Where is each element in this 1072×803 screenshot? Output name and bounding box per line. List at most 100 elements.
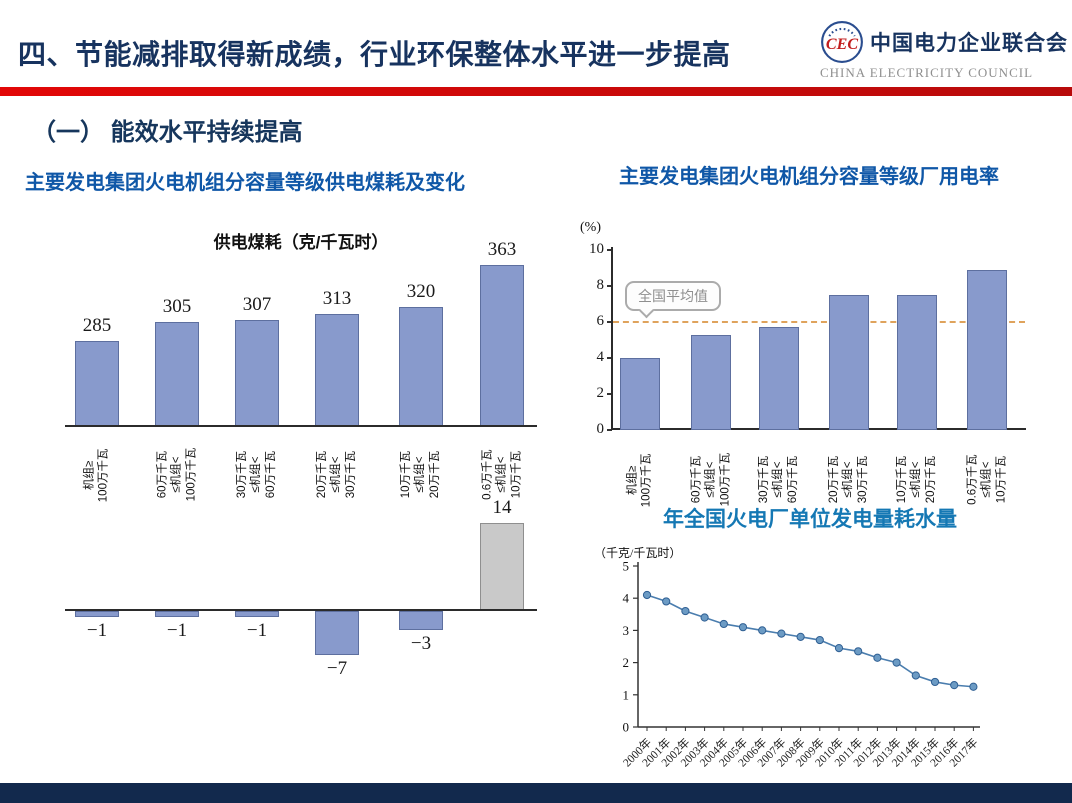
coal-bar-value-label: 320	[406, 281, 436, 302]
change-bar-value-label: −1	[86, 620, 108, 641]
national-average-label: 全国平均值	[638, 288, 708, 304]
coal-chart-inner-title: 供电煤耗（克/千瓦时）	[213, 233, 389, 252]
coal-bar-value-label: 313	[322, 288, 352, 309]
change-bar	[399, 611, 443, 630]
rate-y-tick-label: 4	[596, 349, 605, 365]
rate-bar	[620, 358, 660, 430]
rate-x-axis	[611, 428, 1026, 430]
org-name-cn: 中国电力企业联合会	[870, 32, 1068, 55]
coal-panel-title: 主要发电集团火电机组分容量等级供电煤耗及变化	[25, 172, 465, 194]
water-data-point	[892, 658, 901, 667]
change-bar	[480, 523, 524, 611]
water-data-point	[815, 635, 824, 645]
change-bar-value-label: −3	[410, 633, 432, 654]
water-data-point	[662, 597, 671, 606]
water-data-point	[738, 623, 748, 632]
change-bar	[235, 611, 279, 617]
coal-bar-value-label: 363	[487, 239, 517, 260]
footer-bar	[0, 783, 1072, 803]
rate-category-label-text: 0.6万千瓦 ≤机组< 10万千瓦	[966, 454, 1008, 506]
org-logo: CEC 中国电力企业联合会 CHINA ELECTRICITY COUNCIL	[820, 20, 1067, 81]
water-data-point	[873, 653, 882, 662]
change-bar-value-label: 14	[492, 497, 512, 518]
water-data-point	[642, 590, 652, 600]
rate-category-label-text: 20万千瓦 ≤机组< 30万千瓦	[828, 456, 870, 504]
change-bar-value-label: −1	[166, 620, 188, 641]
rate-y-tick	[607, 249, 612, 251]
change-bar-value-label: −1	[246, 620, 268, 641]
rate-category-label-text: 60万千瓦 ≤机组< 100万千瓦	[690, 453, 732, 507]
national-average-dashed-line	[613, 321, 1025, 323]
rate-y-tick-label: 10	[589, 241, 604, 257]
coal-x-axis	[65, 425, 537, 427]
water-y-tick-label: 0	[623, 720, 630, 735]
slide-title: 四、节能减排取得新成绩，行业环保整体水平进一步提高	[18, 39, 731, 70]
water-data-point	[969, 682, 978, 691]
coal-consumption-bar-chart: 供电煤耗（克/千瓦时） 285 305 307 313 320 363 机组≥ 100万千瓦…	[65, 225, 537, 525]
coal-bar	[480, 265, 524, 427]
coal-bar-value-label: 305	[162, 296, 192, 317]
national-average-callout: 全国平均值	[625, 281, 721, 311]
water-data-point	[700, 613, 709, 622]
rate-y-tick	[607, 393, 612, 395]
change-x-axis	[65, 609, 537, 611]
water-line-chart-svg: 0123452000年2001年2002年2003年2004年2005年2006…	[620, 559, 981, 770]
coal-bar	[235, 320, 279, 427]
change-bar	[315, 611, 359, 655]
rate-bar	[829, 295, 869, 430]
change-bar	[75, 611, 119, 617]
rate-y-tick-label: 6	[596, 313, 605, 329]
rate-bar	[691, 335, 731, 430]
water-consumption-line-chart: （千克/千瓦时） 0 1 2 3 4 5 2000年 2001年 2002年 2003年 2004年…	[580, 540, 1072, 798]
rate-y-tick	[607, 429, 612, 431]
rate-y-axis	[611, 247, 613, 430]
rate-panel-title: 主要发电集团火电机组分容量等级厂用电率	[619, 166, 999, 188]
coal-change-bar-chart: −1 −1 −1 −7 −3 14	[65, 490, 537, 700]
coal-bar	[155, 322, 199, 427]
water-y-tick-label: 2	[623, 655, 630, 670]
red-divider-bar	[0, 87, 1072, 96]
coal-bar	[315, 314, 359, 427]
coal-bar-value-label: 307	[242, 294, 272, 315]
rate-bar	[759, 327, 799, 430]
coal-bar-value-label: 285	[82, 315, 112, 336]
svg-text:CEC: CEC	[826, 36, 858, 53]
water-data-point	[681, 606, 690, 616]
water-y-tick-label: 1	[623, 687, 630, 702]
water-line-series	[646, 594, 974, 688]
plant-power-rate-bar-chart: (%) 全国平均值 0 2 4 6 8 10 机组≥ 100万千瓦 60万千瓦 ≤机组< 10…	[580, 215, 1058, 515]
section-heading: （一） 能效水平持续提高	[32, 119, 303, 146]
water-data-point	[834, 644, 844, 653]
rate-y-tick	[607, 321, 612, 323]
change-bar-value-label: −7	[326, 658, 348, 679]
org-name-en: CHINA ELECTRICITY COUNCIL	[820, 65, 1034, 80]
water-panel-title: 年全国火电厂单位发电量耗水量	[663, 508, 957, 531]
coal-bar	[75, 341, 119, 427]
rate-y-tick-label: 2	[596, 385, 605, 401]
coal-bar	[399, 307, 443, 427]
rate-y-tick-label: 8	[596, 277, 605, 293]
water-y-tick-label: 5	[623, 559, 630, 574]
water-data-point	[911, 671, 920, 680]
water-data-point	[758, 626, 767, 635]
rate-bar	[897, 295, 937, 430]
water-data-point	[930, 677, 940, 687]
cec-emblem-icon: CEC	[821, 21, 863, 63]
water-data-point	[854, 647, 863, 656]
water-data-point	[719, 619, 728, 629]
water-data-point	[950, 681, 959, 690]
water-data-point	[796, 632, 805, 641]
water-y-tick-label: 4	[623, 591, 630, 606]
rate-category-label-text: 机组≥ 100万千瓦	[626, 453, 653, 507]
water-y-axis-unit: （千克/千瓦时）	[594, 546, 682, 560]
change-bar	[155, 611, 199, 617]
rate-category-label-text: 30万千瓦 ≤机组< 60万千瓦	[758, 456, 800, 504]
water-data-point	[777, 629, 786, 638]
rate-y-tick	[607, 357, 612, 359]
rate-category-label-text: 10万千瓦 ≤机组< 20万千瓦	[896, 456, 938, 504]
water-y-tick-label: 3	[623, 623, 630, 638]
rate-y-tick	[607, 285, 612, 287]
rate-bar	[967, 270, 1007, 430]
rate-y-axis-unit: (%)	[580, 220, 601, 235]
